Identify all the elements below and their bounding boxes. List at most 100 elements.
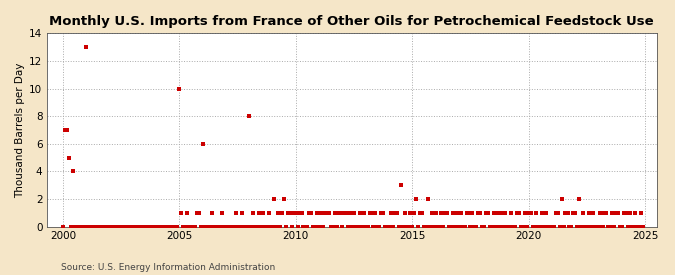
Point <box>180 224 190 229</box>
Point <box>310 224 321 229</box>
Point <box>174 86 185 91</box>
Point <box>421 224 431 229</box>
Point <box>394 224 404 229</box>
Point <box>69 224 80 229</box>
Point <box>414 211 425 215</box>
Point <box>88 224 99 229</box>
Point <box>255 224 266 229</box>
Point <box>525 211 536 215</box>
Point <box>288 211 299 215</box>
Point <box>585 224 596 229</box>
Point <box>570 211 580 215</box>
Point <box>506 211 516 215</box>
Point <box>607 211 618 215</box>
Point <box>164 224 175 229</box>
Point <box>405 211 416 215</box>
Point <box>141 224 152 229</box>
Point <box>133 224 144 229</box>
Point <box>352 224 363 229</box>
Point <box>558 224 569 229</box>
Point <box>225 224 236 229</box>
Point <box>395 183 406 187</box>
Point <box>436 211 447 215</box>
Point <box>483 211 493 215</box>
Point <box>117 224 128 229</box>
Point <box>523 211 534 215</box>
Point <box>146 224 157 229</box>
Point <box>454 224 464 229</box>
Point <box>102 224 113 229</box>
Point <box>168 224 179 229</box>
Point <box>279 197 290 201</box>
Point <box>510 224 520 229</box>
Point <box>192 211 202 215</box>
Point <box>63 155 74 160</box>
Point <box>61 128 72 132</box>
Point <box>300 224 311 229</box>
Point <box>298 224 309 229</box>
Point <box>533 224 544 229</box>
Point <box>521 224 532 229</box>
Point <box>92 224 103 229</box>
Point <box>306 211 317 215</box>
Point <box>597 224 608 229</box>
Point <box>319 211 330 215</box>
Point <box>622 224 633 229</box>
Point <box>318 224 329 229</box>
Point <box>285 211 296 215</box>
Point <box>518 224 529 229</box>
Point <box>426 211 437 215</box>
Point <box>448 211 458 215</box>
Point <box>566 224 576 229</box>
Point <box>407 224 418 229</box>
Point <box>636 211 647 215</box>
Point <box>244 114 254 118</box>
Point <box>331 224 342 229</box>
Point <box>161 224 171 229</box>
Point <box>620 211 631 215</box>
Point <box>304 211 315 215</box>
Point <box>366 211 377 215</box>
Point <box>519 211 530 215</box>
Point <box>487 224 497 229</box>
Point <box>397 224 408 229</box>
Point <box>348 211 359 215</box>
Point <box>275 224 286 229</box>
Point <box>461 211 472 215</box>
Point <box>128 224 138 229</box>
Point <box>430 211 441 215</box>
Point <box>203 224 214 229</box>
Point <box>170 224 181 229</box>
Point <box>562 211 573 215</box>
Point <box>564 224 575 229</box>
Point <box>441 211 452 215</box>
Point <box>485 224 495 229</box>
Point <box>354 211 365 215</box>
Point <box>630 211 641 215</box>
Point <box>611 211 622 215</box>
Point <box>248 211 259 215</box>
Point <box>362 224 373 229</box>
Point <box>137 224 148 229</box>
Point <box>143 224 154 229</box>
Point <box>416 211 427 215</box>
Point <box>539 224 549 229</box>
Point <box>114 224 125 229</box>
Point <box>595 211 606 215</box>
Point <box>368 224 379 229</box>
Point <box>277 211 288 215</box>
Point <box>589 224 600 229</box>
Point <box>186 224 196 229</box>
Point <box>157 224 167 229</box>
Point <box>329 211 340 215</box>
Point <box>392 211 402 215</box>
Point <box>90 224 101 229</box>
Point <box>450 224 460 229</box>
Point <box>263 211 274 215</box>
Point <box>378 211 389 215</box>
Point <box>327 224 338 229</box>
Point <box>379 224 390 229</box>
Point <box>286 224 297 229</box>
Point <box>626 224 637 229</box>
Point <box>568 211 579 215</box>
